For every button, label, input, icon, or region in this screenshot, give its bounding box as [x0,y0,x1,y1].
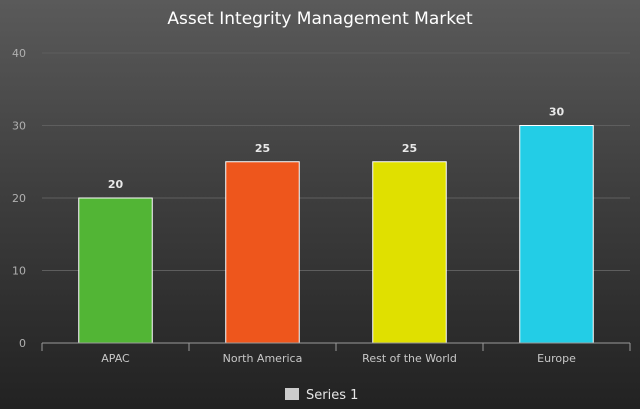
y-tick-label: 0 [19,337,26,350]
x-tick-label: Rest of the World [362,352,457,365]
x-tick-label: North America [223,352,303,365]
x-tick-label: Europe [537,352,576,365]
chart-title: Asset Integrity Management Market [167,9,473,29]
bar-europe[interactable] [519,125,594,344]
data-label: 25 [255,142,270,155]
y-tick-label: 10 [12,265,26,278]
y-tick-label: 20 [12,192,26,205]
bar-rest-of-the-world[interactable] [372,161,447,344]
y-axis: 0 10 20 30 40 [12,47,26,350]
data-label: 20 [108,178,124,191]
bars: 20 25 25 30 [78,106,594,344]
x-axis: APAC North America Rest of the World Europe [41,342,631,365]
legend[interactable]: Series 1 [285,388,358,403]
data-label: 30 [549,106,565,119]
legend-label-series-1[interactable]: Series 1 [306,388,358,403]
y-tick-label: 30 [12,120,26,133]
y-tick-label: 40 [12,47,26,60]
bar-apac[interactable] [78,197,153,344]
x-tick-label: APAC [101,352,130,365]
data-label: 25 [402,142,417,155]
bar-north-america[interactable] [225,161,300,344]
legend-swatch[interactable] [285,388,299,400]
